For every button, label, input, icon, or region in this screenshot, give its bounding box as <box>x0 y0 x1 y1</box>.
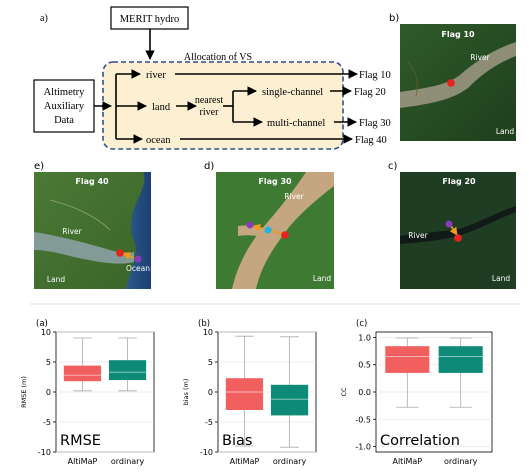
flowchart-panel: a) MERIT hydro Allocation of VS Altimetr… <box>33 6 391 150</box>
y-axis-label: CC <box>340 387 348 397</box>
map-d-marker-red <box>281 231 289 239</box>
merit-hydro-label: MERIT hydro <box>120 14 180 25</box>
y-tick-label: -1.0 <box>355 443 371 452</box>
map-c-panel-label: c) <box>388 161 397 172</box>
map-c-river-shape <box>400 206 516 244</box>
y-tick-label: -5 <box>43 418 51 427</box>
map-c-land-label: Land <box>492 274 511 283</box>
map-d-river-branch <box>238 225 280 242</box>
y-tick-label: 0.0 <box>358 388 371 397</box>
node-ocean: ocean <box>146 135 171 146</box>
node-multi-channel: multi-channel <box>267 118 325 129</box>
map-d-marker-purple <box>246 221 254 229</box>
y-tick-label: 10 <box>203 328 213 337</box>
map-d-river-main <box>232 172 334 289</box>
flag10-label: Flag 10 <box>359 70 391 81</box>
altimap-box <box>385 346 430 373</box>
flag20-label: Flag 20 <box>354 87 386 98</box>
map-b-river-shape <box>400 42 516 108</box>
chart-annotation: Correlation <box>380 433 460 449</box>
map-e-title: Flag 40 <box>75 177 109 186</box>
allocation-label: Allocation of VS <box>184 52 252 63</box>
flowchart-panel-label: a) <box>40 13 48 24</box>
map-e-ocean-shape <box>126 172 151 289</box>
map-c-title: Flag 20 <box>442 177 476 186</box>
altimap-box <box>225 378 264 410</box>
map-d-land-label: Land <box>313 274 332 283</box>
y-tick-label: 1.0 <box>358 333 371 342</box>
input-line-2: Auxiliary <box>44 101 85 112</box>
ordinary-box <box>270 384 309 416</box>
map-d-title: Flag 30 <box>258 177 292 186</box>
node-single-channel: single-channel <box>262 87 323 98</box>
chart-panel-label: (a) <box>36 319 48 329</box>
boxplot-correlation: 1.0 0.5 0.0 -0.5 -1.0 (c) CC AltiMaP ordinary Cor… <box>340 319 493 466</box>
map-e-river-shape <box>34 232 134 264</box>
y-tick-label: 5 <box>208 358 213 367</box>
map-e-marker-red <box>116 249 124 257</box>
map-c-marker-purple <box>445 220 453 228</box>
map-e-marker-purple <box>134 255 142 263</box>
y-tick-label: -5 <box>205 418 213 427</box>
x-category-label: ordinary <box>444 457 478 466</box>
node-river: river <box>146 70 166 81</box>
map-d-river-label: River <box>284 192 304 201</box>
x-category-label: ordinary <box>111 457 145 466</box>
node-nearest-line-2: river <box>200 107 220 118</box>
y-axis-label: RMSE (m) <box>20 376 28 408</box>
map-b-panel-label: b) <box>389 13 399 24</box>
map-e-river-label: River <box>62 227 82 236</box>
map-panel-c: c) Flag 20 River Land <box>388 161 516 289</box>
y-tick-label: -10 <box>38 448 51 457</box>
flag40-label: Flag 40 <box>355 135 387 146</box>
map-b-title: Flag 10 <box>441 30 475 39</box>
chart-annotation: RMSE <box>60 433 101 449</box>
y-tick-label: -0.5 <box>355 415 371 424</box>
input-line-3: Data <box>54 115 74 126</box>
x-category-label: ordinary <box>273 457 307 466</box>
x-category-label: AltiMaP <box>392 457 422 466</box>
map-b-stream <box>407 61 418 97</box>
boxplot-rmse: 10 5 0 -5 -10 (a) RMSE (m) AltiMaP ordinary RMSE <box>20 319 155 466</box>
map-panel-e: e) Flag 40 River Ocean Land <box>34 161 151 289</box>
x-category-label: AltiMaP <box>230 457 260 466</box>
y-tick-label: -10 <box>200 448 213 457</box>
map-panel-d: d) Flag 30 River Land <box>204 161 334 289</box>
ordinary-box <box>438 346 483 373</box>
map-c-arrow <box>449 225 458 236</box>
boxplot-bias: 10 5 0 -5 -10 (b) bias (m) AltiMaP ordinary Bias <box>182 319 317 466</box>
map-d-marker-cyan <box>264 226 272 234</box>
flag30-label: Flag 30 <box>359 118 391 129</box>
y-tick-label: 5 <box>46 358 51 367</box>
map-c-marker-red <box>454 234 462 242</box>
map-c-river-label: River <box>408 231 428 240</box>
node-land: land <box>152 102 171 113</box>
y-tick-label: 0.5 <box>358 361 371 370</box>
map-panel-b: b) Flag 10 River Land <box>389 13 516 141</box>
input-line-1: Altimetry <box>44 87 86 98</box>
chart-panel-label: (c) <box>356 319 367 329</box>
y-axis-label: bias (m) <box>182 379 190 406</box>
map-e-panel-label: e) <box>34 161 44 172</box>
map-b-land-label: Land <box>496 127 515 136</box>
map-d-panel-label: d) <box>204 161 214 172</box>
y-tick-label: 10 <box>41 328 51 337</box>
x-category-label: AltiMaP <box>68 457 98 466</box>
node-nearest-line-1: nearest <box>195 95 224 106</box>
map-e-ocean-label: Ocean <box>126 264 150 273</box>
altimap-box <box>63 365 102 382</box>
map-e-road <box>49 199 111 231</box>
map-e-arrow <box>122 252 135 260</box>
chart-annotation: Bias <box>222 433 252 449</box>
map-e-land-label: Land <box>47 275 66 284</box>
ordinary-box <box>108 360 147 380</box>
y-tick-label: 0 <box>208 388 213 397</box>
input-data-box <box>33 79 95 133</box>
map-b-river-label: River <box>470 53 490 62</box>
y-tick-label: 0 <box>46 388 51 397</box>
chart-panel-label: (b) <box>198 319 210 329</box>
map-b-marker <box>447 79 455 87</box>
